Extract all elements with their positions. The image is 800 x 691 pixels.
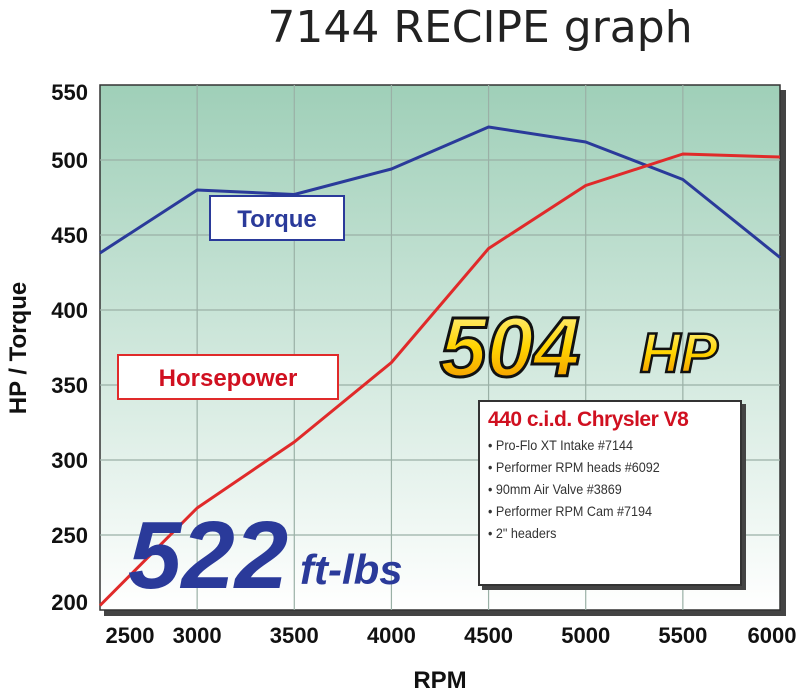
y-tick-label: 350 [51,373,88,398]
series-lines [98,125,781,607]
y-tick-label: 550 [51,80,88,105]
torque-line [99,125,781,259]
x-tick-label: 3000 [173,623,222,648]
x-tick-label: 3500 [270,623,319,648]
x-tick-label: 5500 [658,623,707,648]
peak-torque-number: 522 [128,502,288,609]
horsepower-label: Horsepower [159,365,298,392]
spec-item: Pro-Flo XT Intake #7144 [488,434,708,456]
x-tick-label: 2500 [106,623,155,648]
y-axis-label: HP / Torque [5,282,32,414]
engine-spec-box: 440 c.i.d. Chrysler V8 Pro-Flo XT Intake… [478,400,742,586]
y-tick-label: 500 [51,148,88,173]
x-tick-label: 4500 [464,623,513,648]
y-tick-label: 300 [51,448,88,473]
horsepower-line [98,152,781,607]
peak-torque-callout: 522 ft-lbs [128,502,403,609]
chart-title: 7144 RECIPE graph [267,2,693,53]
y-tick-label: 450 [51,223,88,248]
y-tick-label: 200 [51,590,88,615]
spec-heading: 440 c.i.d. Chrysler V8 [488,408,689,431]
peak-hp-number: 504 [440,300,580,394]
spec-item: Performer RPM Cam #7194 [488,500,708,522]
x-axis-label: RPM [413,667,466,691]
spec-item: 90mm Air Valve #3869 [488,478,708,500]
x-tick-label: 5000 [561,623,610,648]
y-tick-label: 400 [51,298,88,323]
y-tick-label: 250 [51,523,88,548]
x-tick-label: 6000 [748,623,797,648]
tick-labels: 2500 3000 3500 4000 4500 5000 5500 6000 200 250 30… [51,80,796,648]
x-tick-label: 4000 [367,623,416,648]
torque-label: Torque [237,206,317,233]
spec-item: Performer RPM heads #6092 [488,456,708,478]
peak-hp-unit: HP [640,321,718,384]
peak-hp-callout: 504 HP [439,299,720,396]
peak-torque-unit: ft-lbs [300,546,403,593]
torque-legend-label: Torque [209,195,345,241]
horsepower-legend-label: Horsepower [117,354,339,400]
spec-item: 2" headers [488,522,708,544]
